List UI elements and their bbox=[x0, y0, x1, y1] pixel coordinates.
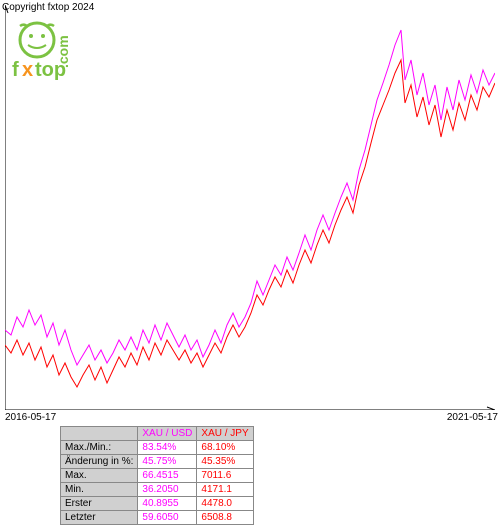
row-label: Max. bbox=[61, 469, 138, 483]
cell: 59.6050 bbox=[138, 511, 197, 525]
price-chart bbox=[5, 5, 495, 410]
table-row: Änderung in %:45.75%45.35% bbox=[61, 455, 254, 469]
table-header-row: XAU / USD XAU / JPY bbox=[61, 427, 254, 441]
stats-table: XAU / USD XAU / JPY Max./Min.:83.54%68.1… bbox=[60, 426, 254, 525]
cell: 6508.8 bbox=[197, 511, 253, 525]
cell: 36.2050 bbox=[138, 483, 197, 497]
row-label: Max./Min.: bbox=[61, 441, 138, 455]
cell: 66.4515 bbox=[138, 469, 197, 483]
header-series-2: XAU / JPY bbox=[197, 427, 253, 441]
row-label: Min. bbox=[61, 483, 138, 497]
table-row: Erster40.89554478.0 bbox=[61, 497, 254, 511]
table-row: Max./Min.:83.54%68.10% bbox=[61, 441, 254, 455]
series-xau-jpy bbox=[5, 60, 495, 387]
cell: 45.75% bbox=[138, 455, 197, 469]
row-label: Änderung in %: bbox=[61, 455, 138, 469]
cell: 68.10% bbox=[197, 441, 253, 455]
cell: 83.54% bbox=[138, 441, 197, 455]
header-series-1: XAU / USD bbox=[138, 427, 197, 441]
row-label: Letzter bbox=[61, 511, 138, 525]
x-start-date: 2016-05-17 bbox=[5, 412, 56, 423]
row-label: Erster bbox=[61, 497, 138, 511]
table-row: Letzter59.60506508.8 bbox=[61, 511, 254, 525]
x-end-date: 2021-05-17 bbox=[447, 412, 498, 423]
table-row: Max.66.45157011.6 bbox=[61, 469, 254, 483]
cell: 40.8955 bbox=[138, 497, 197, 511]
table-row: Min.36.20504171.1 bbox=[61, 483, 254, 497]
cell: 4171.1 bbox=[197, 483, 253, 497]
cell: 7011.6 bbox=[197, 469, 253, 483]
header-empty bbox=[61, 427, 138, 441]
cell: 45.35% bbox=[197, 455, 253, 469]
cell: 4478.0 bbox=[197, 497, 253, 511]
